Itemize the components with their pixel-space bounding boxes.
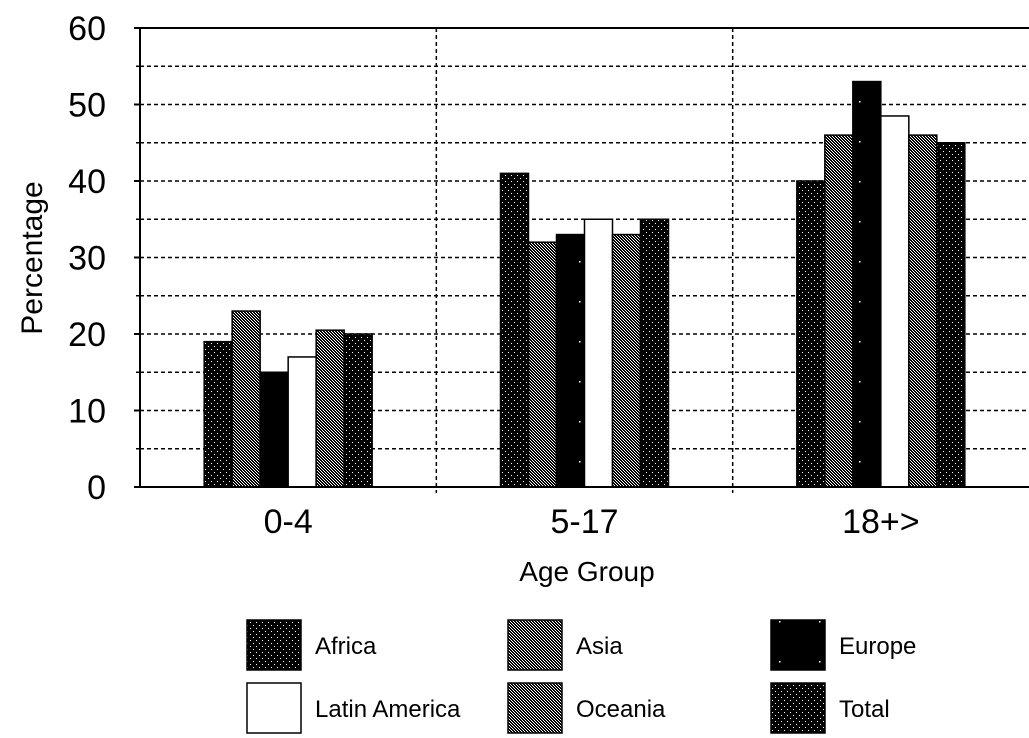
bar-total-5-17 [641,219,669,487]
legend-swatch-europe [771,620,825,670]
bar-africa-0-4 [204,342,232,487]
legend-swatch-asia [508,620,562,670]
legend-label-africa: Africa [315,633,377,660]
bar-oceania-0-4 [316,330,344,487]
bar-total-0-4 [344,334,372,487]
bar-latin-america-5-17 [585,219,613,487]
y-tick-label: 30 [68,240,106,278]
bar-europe-0-4 [260,372,288,487]
bar-asia-0-4 [232,311,260,487]
bar-africa-5-17 [501,173,529,487]
bar-africa-18+> [797,181,825,487]
bar-oceania-18+> [909,135,937,487]
y-axis-label: Percentage [16,181,49,334]
x-tick-label: 18+> [842,503,920,541]
legend-label-europe: Europe [839,633,916,660]
legend: Africa Asia Europe Latin America Oceania Tota… [247,620,916,733]
bar-europe-18+> [853,82,881,487]
bar-total-18+> [937,143,965,487]
y-tick-label: 40 [68,163,106,201]
y-tick-label: 20 [68,316,106,354]
legend-swatch-africa [247,620,301,670]
bar-asia-18+> [825,135,853,487]
y-tick-label: 60 [68,10,106,48]
legend-swatch-oceania [508,683,562,733]
x-tick-label: 0-4 [264,503,313,541]
bar-europe-5-17 [557,235,585,487]
legend-label-asia: Asia [576,633,623,660]
x-tick-label: 5-17 [550,503,618,541]
y-tick-label: 0 [87,469,106,507]
y-tick-label: 10 [68,393,106,431]
bar-latin-america-18+> [881,116,909,487]
legend-swatch-total [771,683,825,733]
y-tick-label: 50 [68,87,106,125]
bar-oceania-5-17 [613,235,641,487]
legend-swatch-latin-america [247,683,301,733]
bar-latin-america-0-4 [288,357,316,487]
legend-label-oceania: Oceania [576,696,666,723]
legend-label-total: Total [839,696,890,723]
bar-asia-5-17 [529,242,557,487]
x-axis-label: Age Group [519,556,654,587]
legend-label-latin-america: Latin America [315,696,461,723]
